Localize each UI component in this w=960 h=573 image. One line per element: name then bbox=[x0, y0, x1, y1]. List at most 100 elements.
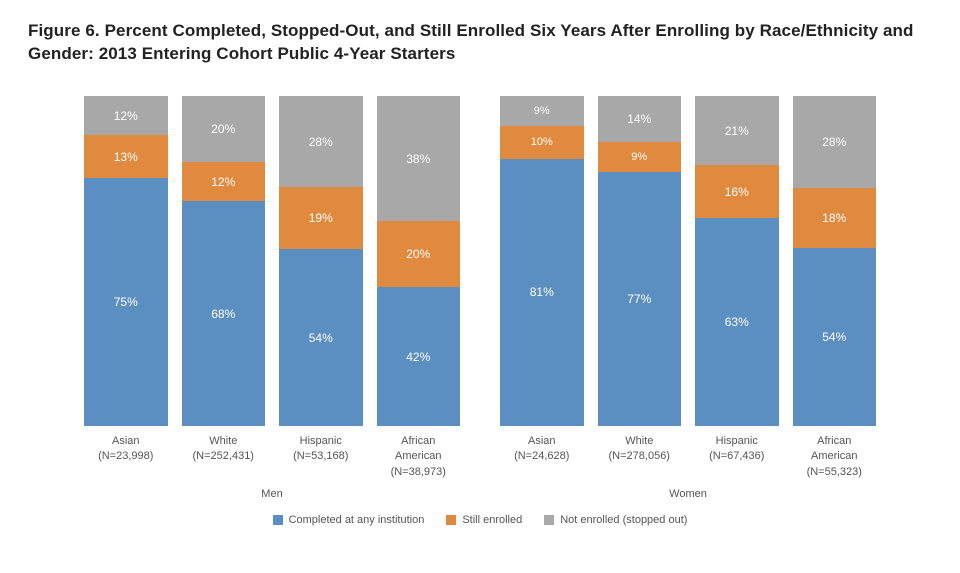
percent-sign: % bbox=[836, 211, 847, 225]
segment-value: 20 bbox=[211, 122, 224, 136]
bar-stack: 42%20%38% bbox=[377, 96, 461, 426]
legend-label: Not enrolled (stopped out) bbox=[560, 514, 687, 526]
legend-swatch bbox=[446, 515, 456, 525]
segment-completed: 54% bbox=[279, 249, 363, 425]
category-name-part: African bbox=[401, 435, 435, 447]
category-n: (N=55,323) bbox=[807, 466, 862, 478]
category-name: White bbox=[625, 435, 653, 447]
percent-sign: % bbox=[322, 211, 333, 225]
segment-completed: 54% bbox=[793, 248, 877, 426]
segment-value: 10 bbox=[531, 136, 543, 148]
bar-stack: 75%13%12% bbox=[84, 96, 168, 426]
segment-stopped: 28% bbox=[279, 96, 363, 187]
category-name: Hispanic bbox=[300, 435, 342, 447]
segment-value: 19 bbox=[309, 211, 322, 225]
segment-still: 18% bbox=[793, 188, 877, 247]
percent-sign: % bbox=[543, 136, 553, 148]
percent-sign: % bbox=[225, 307, 236, 321]
bar-column: 68%12%20% bbox=[182, 96, 266, 426]
category-label: AfricanAmerican(N=55,323) bbox=[793, 434, 877, 480]
segment-still: 9% bbox=[598, 142, 682, 172]
segment-still: 19% bbox=[279, 187, 363, 249]
category-labels-row: Asian(N=23,998)White(N=252,431)Hispanic(… bbox=[84, 426, 460, 480]
segment-completed: 68% bbox=[182, 201, 266, 425]
category-n: (N=278,056) bbox=[609, 450, 670, 462]
segment-completed: 77% bbox=[598, 172, 682, 426]
segment-still: 10% bbox=[500, 126, 584, 159]
percent-sign: % bbox=[420, 152, 431, 166]
category-n: (N=24,628) bbox=[514, 450, 569, 462]
segment-value: 77 bbox=[627, 292, 640, 306]
percent-sign: % bbox=[641, 112, 652, 126]
category-label: White(N=252,431) bbox=[182, 434, 266, 465]
segment-stopped: 20% bbox=[182, 96, 266, 162]
percent-sign: % bbox=[127, 109, 138, 123]
category-label: AfricanAmerican(N=38,973) bbox=[377, 434, 461, 480]
category-label-col: AfricanAmerican(N=55,323) bbox=[793, 426, 877, 480]
category-n: (N=67,436) bbox=[709, 450, 764, 462]
percent-sign: % bbox=[420, 247, 431, 261]
category-name-part: African bbox=[817, 435, 851, 447]
legend-item: Completed at any institution bbox=[273, 514, 425, 526]
chart-area: 75%13%12%68%12%20%54%19%28%42%20%38%Asia… bbox=[84, 96, 876, 526]
bar-column: 81%10%9% bbox=[500, 96, 584, 426]
bar-stack: 54%19%28% bbox=[279, 96, 363, 426]
bar-stack: 63%16%21% bbox=[695, 96, 779, 426]
category-label-col: Hispanic(N=53,168) bbox=[279, 426, 363, 480]
bar-column: 77%9%14% bbox=[598, 96, 682, 426]
percent-sign: % bbox=[420, 350, 431, 364]
segment-value: 75 bbox=[114, 295, 127, 309]
percent-sign: % bbox=[127, 295, 138, 309]
segment-value: 68 bbox=[211, 307, 224, 321]
group-label: Women bbox=[500, 488, 876, 500]
percent-sign: % bbox=[225, 122, 236, 136]
category-name: White bbox=[209, 435, 237, 447]
bar-column: 42%20%38% bbox=[377, 96, 461, 426]
legend-item: Still enrolled bbox=[446, 514, 522, 526]
percent-sign: % bbox=[322, 331, 333, 345]
segment-value: 28 bbox=[309, 135, 322, 149]
category-label: Asian (N=24,628) bbox=[500, 434, 584, 465]
percent-sign: % bbox=[641, 292, 652, 306]
bar-column: 54%19%28% bbox=[279, 96, 363, 426]
segment-value: 38 bbox=[406, 152, 419, 166]
plot: 75%13%12%68%12%20%54%19%28%42%20%38%Asia… bbox=[84, 96, 876, 500]
percent-sign: % bbox=[836, 330, 847, 344]
percent-sign: % bbox=[738, 124, 749, 138]
category-label: Hispanic(N=67,436) bbox=[695, 434, 779, 465]
percent-sign: % bbox=[322, 135, 333, 149]
percent-sign: % bbox=[543, 285, 554, 299]
percent-sign: % bbox=[637, 151, 647, 163]
category-label: Asian(N=23,998) bbox=[84, 434, 168, 465]
segment-value: 12 bbox=[211, 175, 224, 189]
segment-stopped: 14% bbox=[598, 96, 682, 142]
segment-stopped: 21% bbox=[695, 96, 779, 165]
segment-still: 12% bbox=[182, 162, 266, 202]
segment-stopped: 38% bbox=[377, 96, 461, 221]
category-label-col: Asian(N=23,998) bbox=[84, 426, 168, 480]
bars-row: 81%10%9%77%9%14%63%16%21%54%18%28% bbox=[500, 96, 876, 426]
legend-label: Still enrolled bbox=[462, 514, 522, 526]
segment-stopped: 28% bbox=[793, 96, 877, 188]
segment-stopped: 9% bbox=[500, 96, 584, 126]
segment-value: 54 bbox=[822, 330, 835, 344]
bars-row: 75%13%12%68%12%20%54%19%28%42%20%38% bbox=[84, 96, 460, 426]
percent-sign: % bbox=[836, 135, 847, 149]
bar-stack: 54%18%28% bbox=[793, 96, 877, 426]
category-name-part: American bbox=[395, 450, 441, 462]
category-labels-row: Asian (N=24,628) White (N=278,056) Hispanic(… bbox=[500, 426, 876, 480]
category-n: (N=23,998) bbox=[98, 450, 153, 462]
legend-item: Not enrolled (stopped out) bbox=[544, 514, 687, 526]
percent-sign: % bbox=[738, 315, 749, 329]
bar-column: 75%13%12% bbox=[84, 96, 168, 426]
category-label: Hispanic(N=53,168) bbox=[279, 434, 363, 465]
bar-stack: 68%12%20% bbox=[182, 96, 266, 426]
bar-stack: 81%10%9% bbox=[500, 96, 584, 426]
bar-stack: 77%9%14% bbox=[598, 96, 682, 426]
segment-value: 81 bbox=[530, 285, 543, 299]
segment-value: 21 bbox=[725, 124, 738, 138]
segment-value: 63 bbox=[725, 315, 738, 329]
category-label-col: AfricanAmerican(N=38,973) bbox=[377, 426, 461, 480]
category-name: Asian bbox=[528, 435, 556, 447]
segment-value: 14 bbox=[627, 112, 640, 126]
